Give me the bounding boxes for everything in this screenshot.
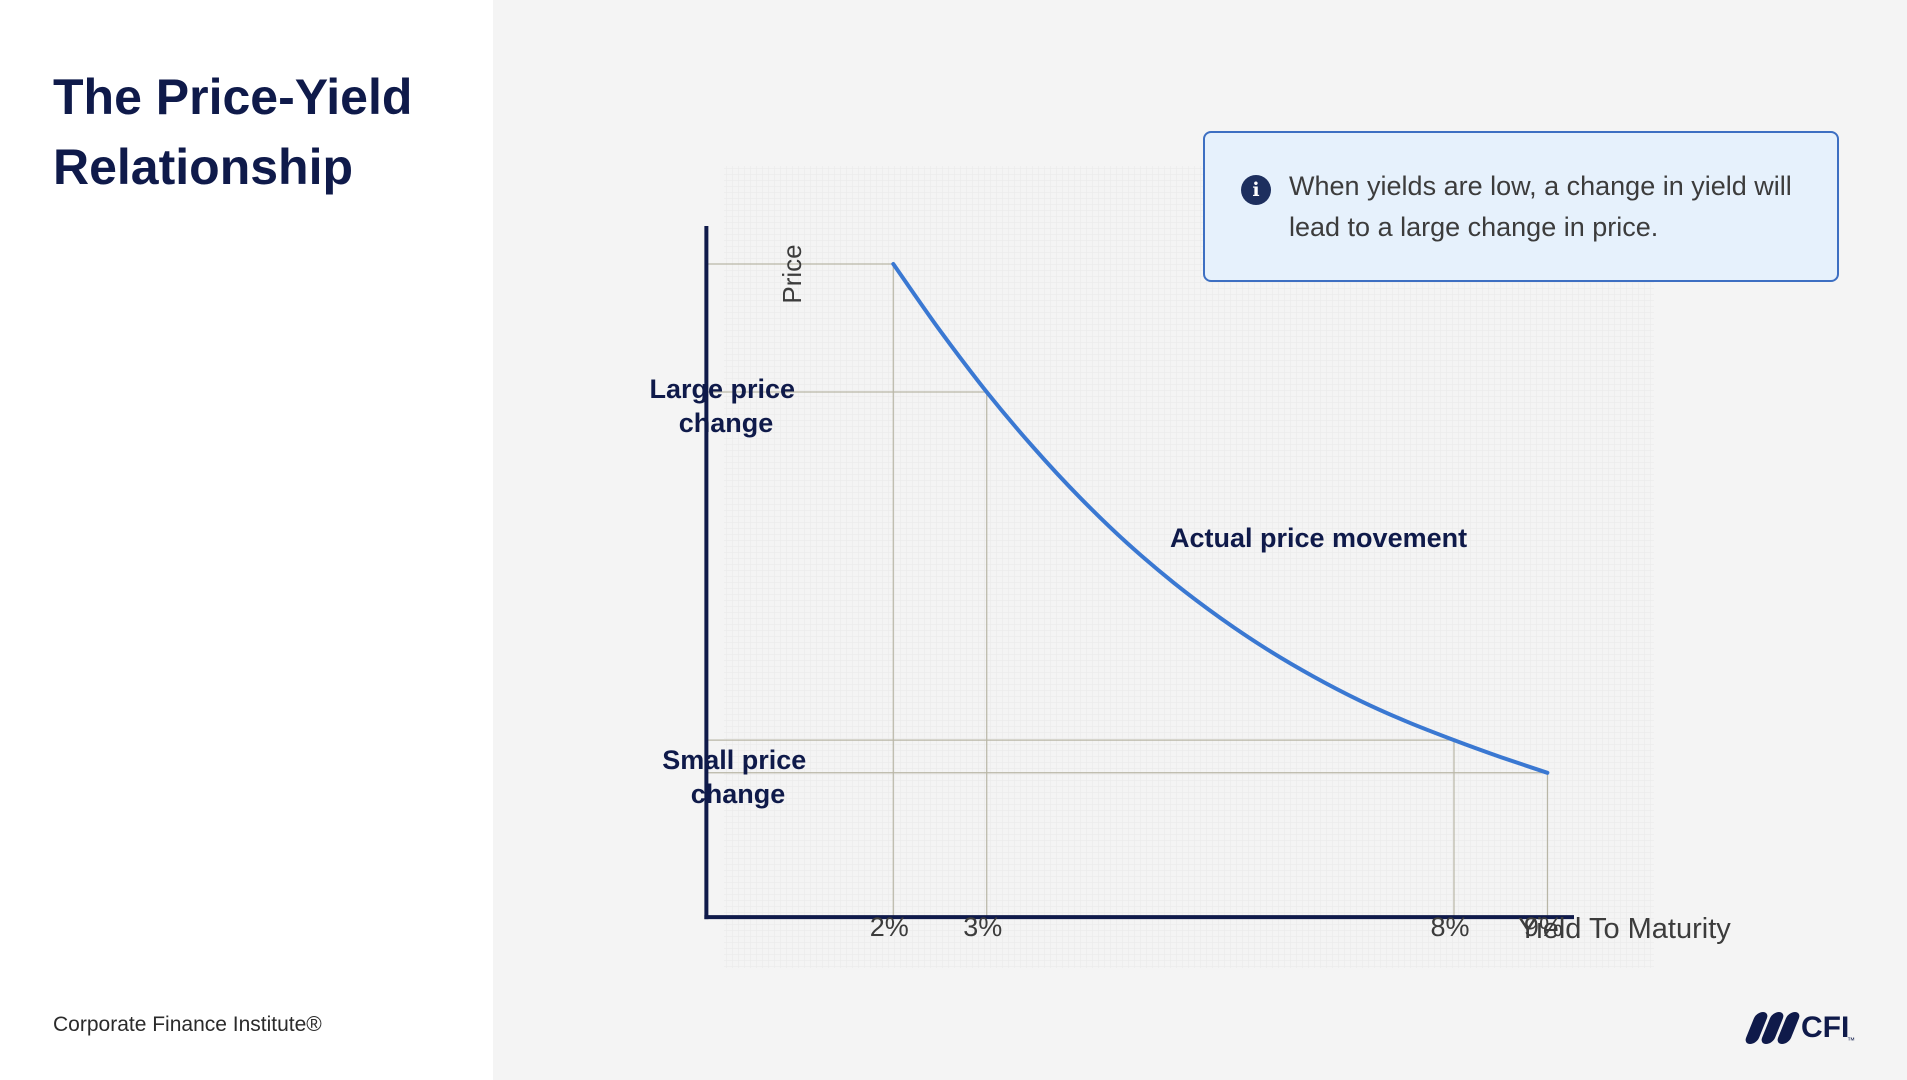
small-price-change-label: Small price change [662,745,814,809]
footer-text: Corporate Finance Institute® [53,1013,322,1036]
x-tick-label-3: 9% [1524,912,1563,942]
info-callout: i When yields are low, a change in yield… [1203,131,1839,282]
x-axis-label: Yield To Maturity [1518,913,1731,945]
x-tick-label-1: 3% [963,912,1002,942]
large-price-change-label: Large price change [649,374,802,438]
left-panel: The Price-Yield Relationship Corporate F… [0,0,493,1080]
cfi-logo: CFI ™ [1743,1008,1855,1048]
slide-title: The Price-Yield Relationship [53,69,413,195]
info-icon: i [1241,175,1271,205]
small-price-change-line-1: Small price [662,745,806,775]
callout-text: When yields are low, a change in yield w… [1289,171,1792,242]
chart-plot-background [724,166,1654,968]
large-price-change-line-1: Large price [649,374,795,404]
large-price-change-line-2: change [679,408,774,438]
price-curve-0 [891,262,1550,775]
x-tick-label-2: 8% [1430,912,1469,942]
cfi-logo-text: CFI [1801,1011,1850,1044]
chart-axes [704,226,1574,920]
y-axis-label: Price [777,244,807,303]
curve-layer [891,262,1550,775]
x-tick-labels: 2% 3% 8% 9% [870,912,1563,942]
cfi-logo-tm: ™ [1847,1036,1855,1045]
x-tick-label-0: 2% [870,912,909,942]
curve-label: Actual price movement [1170,523,1467,553]
guide-lines [706,263,1549,918]
small-price-change-line-2: change [691,779,786,809]
cfi-logo-mark [1743,1012,1802,1044]
